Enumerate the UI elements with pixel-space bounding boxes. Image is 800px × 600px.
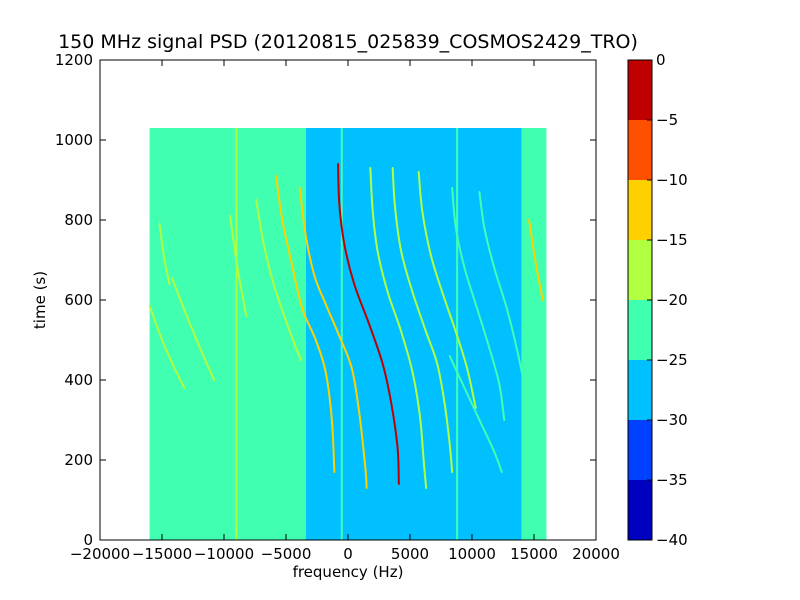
colorbar-tick-label: 0	[656, 51, 666, 69]
doppler-trace-9	[391, 167, 454, 473]
doppler-trace-1	[148, 305, 186, 389]
x-tick-label: 10000	[448, 545, 496, 563]
doppler-trace-4	[255, 199, 302, 361]
colorbar-band	[628, 420, 652, 480]
colorbar-band	[628, 360, 652, 420]
colorbar-band	[628, 480, 652, 540]
doppler-trace-14	[528, 219, 544, 301]
heatmap-region-2	[521, 128, 547, 540]
colorbar-band	[628, 120, 652, 180]
colorbar-tick-label: −10	[656, 171, 688, 189]
y-tick-label: 800	[64, 211, 93, 229]
colorbar-band	[628, 300, 652, 360]
x-tick-label: −5000	[261, 545, 312, 563]
doppler-trace-13	[448, 355, 503, 473]
y-tick-label: 1000	[55, 131, 93, 149]
x-axis: −20000 −15000 −10000 −5000 0 5000 10000 15000 20…	[70, 60, 620, 563]
y-axis: 0 200 400 600 800 1000 1200	[55, 51, 596, 549]
x-tick-label: −15000	[132, 545, 192, 563]
doppler-trace-5	[275, 175, 336, 473]
colorbar-tick-label: −35	[656, 471, 688, 489]
x-tick-label: −10000	[194, 545, 254, 563]
doppler-trace-7	[337, 163, 400, 485]
y-tick-label: 200	[64, 451, 93, 469]
plot-area	[148, 128, 547, 540]
y-tick-label: 1200	[55, 51, 93, 69]
chart-title: 150 MHz signal PSD (20120815_025839_COSM…	[58, 31, 638, 53]
x-axis-label: frequency (Hz)	[293, 563, 404, 581]
colorbar-tick-label: −15	[656, 231, 688, 249]
colorbar-tick-label: −30	[656, 411, 688, 429]
y-tick-label: 0	[83, 531, 93, 549]
doppler-trace-11	[451, 187, 506, 421]
y-axis-label: time (s)	[31, 271, 49, 329]
doppler-trace-6	[298, 187, 368, 489]
colorbar: −40 −35 −30 −25 −20 −15 −10 −5 0	[627, 51, 688, 549]
x-tick-label: 20000	[572, 545, 620, 563]
y-tick-label: 600	[64, 291, 93, 309]
colorbar-tick-label: −25	[656, 351, 688, 369]
colorbar-tick-label: −5	[656, 111, 678, 129]
doppler-trace-2	[170, 277, 216, 381]
colorbar-band	[628, 180, 652, 240]
colorbar-band	[628, 60, 652, 120]
x-tick-label: −20000	[70, 545, 130, 563]
doppler-trace-3	[229, 215, 248, 317]
colorbar-tick-label: −20	[656, 291, 688, 309]
y-tick-label: 400	[64, 371, 93, 389]
colorbar-band	[628, 240, 652, 300]
doppler-trace-12	[478, 191, 529, 413]
doppler-trace-10	[417, 171, 477, 409]
x-tick-label: 15000	[510, 545, 558, 563]
colorbar-tick-label: −40	[656, 531, 688, 549]
heatmap-region-0	[149, 128, 306, 540]
doppler-trace-8	[369, 167, 428, 489]
x-tick-label: 0	[343, 545, 353, 563]
doppler-trace-0	[158, 223, 171, 285]
x-tick-label: 5000	[391, 545, 429, 563]
